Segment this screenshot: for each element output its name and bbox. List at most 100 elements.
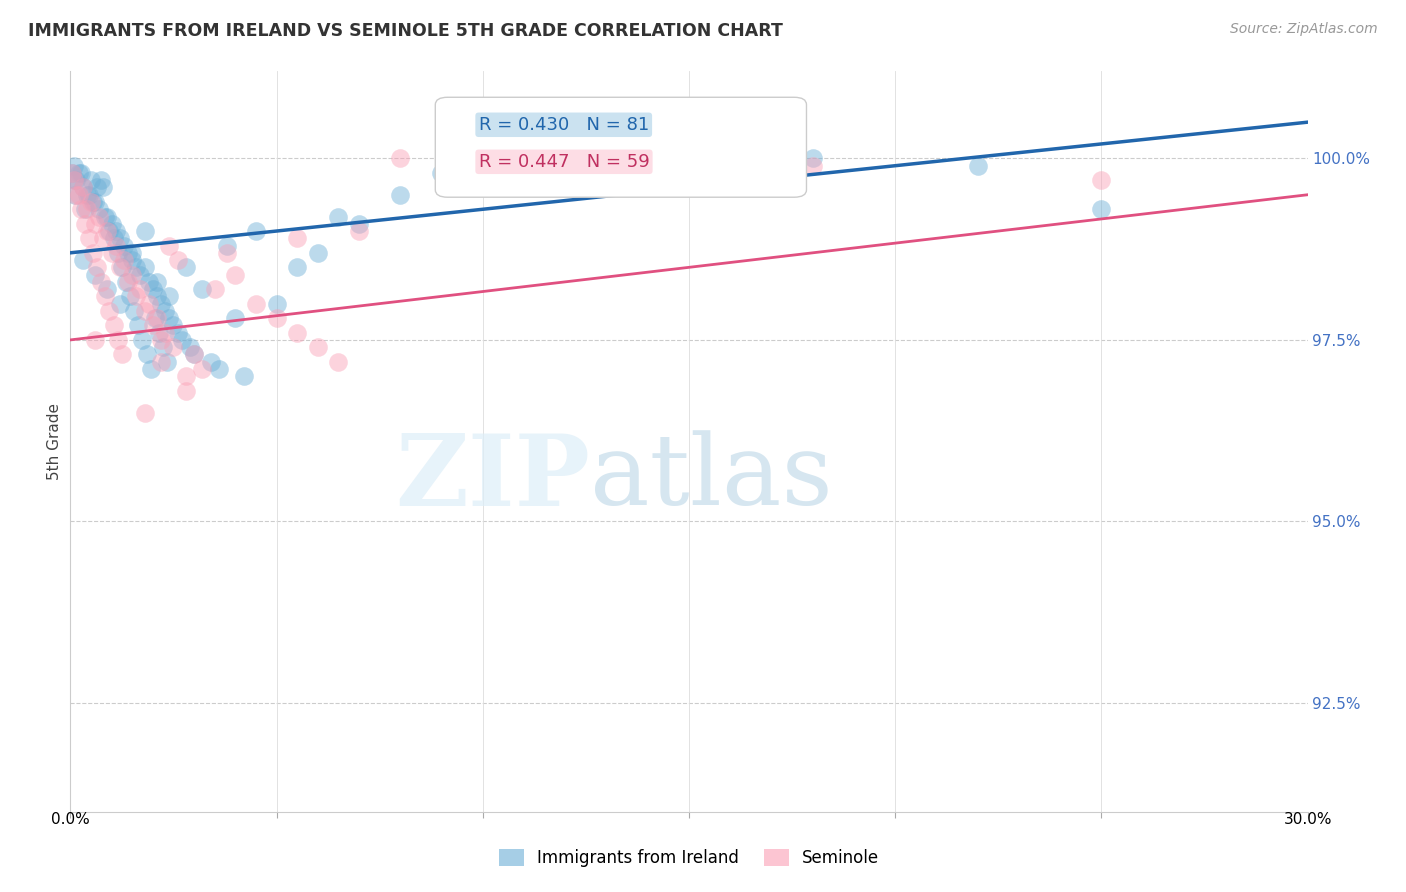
Seminole (60, 166, 83, 180)
Immigrants from Ireland (121, 253, 143, 268)
Immigrants from Ireland (67, 166, 90, 180)
Immigrants from Ireland (96, 210, 118, 224)
Seminole (73, 217, 96, 231)
Immigrants from Ireland (89, 202, 111, 217)
Seminole (63, 173, 86, 187)
Seminole (96, 224, 118, 238)
Immigrants from Ireland (94, 210, 117, 224)
Seminole (98, 304, 121, 318)
Immigrants from Ireland (150, 296, 173, 310)
Seminole (134, 405, 156, 419)
FancyBboxPatch shape (436, 97, 807, 197)
Immigrants from Ireland (148, 326, 170, 340)
Seminole (328, 354, 350, 368)
Immigrants from Ireland (134, 260, 156, 275)
Seminole (347, 224, 370, 238)
Immigrants from Ireland (108, 231, 131, 245)
Immigrants from Ireland (157, 289, 180, 303)
Immigrants from Ireland (174, 260, 197, 275)
Y-axis label: 5th Grade: 5th Grade (46, 403, 62, 480)
Immigrants from Ireland (69, 166, 91, 180)
Immigrants from Ireland (62, 173, 84, 187)
Immigrants from Ireland (179, 340, 201, 354)
Seminole (1090, 173, 1112, 187)
Immigrants from Ireland (138, 275, 160, 289)
Immigrants from Ireland (166, 326, 188, 340)
Immigrants from Ireland (146, 275, 169, 289)
Seminole (69, 202, 91, 217)
Immigrants from Ireland (307, 245, 329, 260)
Immigrants from Ireland (111, 260, 134, 275)
Immigrants from Ireland (65, 187, 87, 202)
Immigrants from Ireland (108, 296, 131, 310)
Seminole (121, 268, 143, 282)
Seminole (162, 340, 184, 354)
Seminole (215, 245, 238, 260)
Seminole (129, 282, 152, 296)
Seminole (67, 187, 90, 202)
Text: R = 0.430   N = 81: R = 0.430 N = 81 (478, 116, 648, 134)
Seminole (86, 260, 108, 275)
Seminole (72, 180, 94, 194)
Immigrants from Ireland (80, 173, 103, 187)
Seminole (285, 231, 308, 245)
Immigrants from Ireland (96, 282, 118, 296)
Immigrants from Ireland (131, 333, 153, 347)
Immigrants from Ireland (129, 268, 152, 282)
Seminole (150, 333, 173, 347)
Seminole (153, 326, 176, 340)
Immigrants from Ireland (91, 180, 114, 194)
Seminole (150, 354, 173, 368)
Immigrants from Ireland (146, 289, 169, 303)
Text: Source: ZipAtlas.com: Source: ZipAtlas.com (1230, 22, 1378, 37)
Seminole (100, 245, 122, 260)
Seminole (389, 152, 412, 166)
Immigrants from Ireland (183, 347, 205, 361)
Seminole (90, 275, 112, 289)
Immigrants from Ireland (224, 311, 246, 326)
Immigrants from Ireland (84, 268, 107, 282)
Seminole (103, 318, 125, 333)
Seminole (80, 194, 103, 209)
Text: 30.0%: 30.0% (1284, 812, 1331, 827)
Immigrants from Ireland (72, 180, 94, 194)
Immigrants from Ireland (72, 253, 94, 268)
Immigrants from Ireland (1090, 202, 1112, 217)
Seminole (77, 231, 100, 245)
Seminole (107, 333, 129, 347)
Immigrants from Ireland (86, 180, 108, 194)
Legend: Immigrants from Ireland, Seminole: Immigrants from Ireland, Seminole (492, 842, 886, 874)
Immigrants from Ireland (966, 159, 988, 173)
Immigrants from Ireland (121, 245, 143, 260)
Immigrants from Ireland (142, 282, 165, 296)
Immigrants from Ireland (82, 194, 104, 209)
Immigrants from Ireland (152, 340, 174, 354)
Immigrants from Ireland (801, 152, 824, 166)
Seminole (204, 282, 226, 296)
Immigrants from Ireland (73, 202, 96, 217)
Seminole (112, 253, 135, 268)
Seminole (65, 187, 87, 202)
Text: IMMIGRANTS FROM IRELAND VS SEMINOLE 5TH GRADE CORRELATION CHART: IMMIGRANTS FROM IRELAND VS SEMINOLE 5TH … (28, 22, 783, 40)
Immigrants from Ireland (127, 318, 149, 333)
Immigrants from Ireland (139, 362, 162, 376)
Immigrants from Ireland (232, 369, 254, 384)
Seminole (117, 275, 139, 289)
Seminole (134, 304, 156, 318)
Immigrants from Ireland (77, 187, 100, 202)
Immigrants from Ireland (103, 231, 125, 245)
Immigrants from Ireland (208, 362, 231, 376)
Immigrants from Ireland (347, 217, 370, 231)
Seminole (108, 260, 131, 275)
Text: 0.0%: 0.0% (51, 812, 90, 827)
Seminole (94, 289, 117, 303)
Text: R = 0.447   N = 59: R = 0.447 N = 59 (478, 153, 650, 170)
Seminole (157, 238, 180, 252)
Immigrants from Ireland (60, 166, 83, 180)
Seminole (285, 326, 308, 340)
Seminole (166, 253, 188, 268)
Immigrants from Ireland (157, 311, 180, 326)
Seminole (89, 210, 111, 224)
Seminole (84, 217, 107, 231)
Immigrants from Ireland (104, 224, 127, 238)
